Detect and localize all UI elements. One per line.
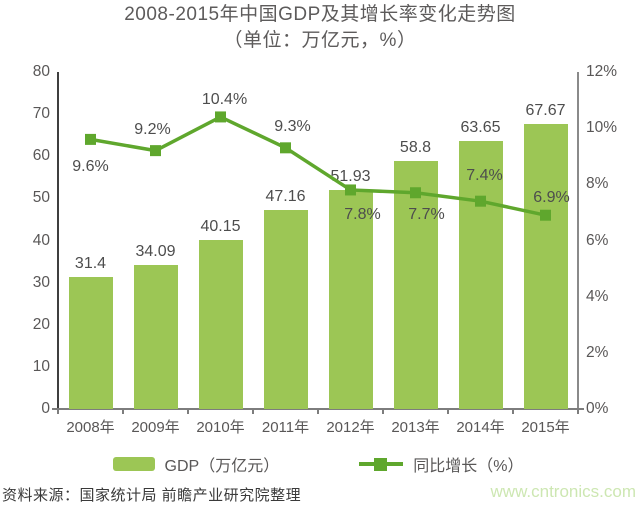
x-axis-tick-label: 2010年 xyxy=(196,419,245,436)
growth-marker-icon xyxy=(85,133,96,145)
right-axis-tick-label: 4% xyxy=(586,287,609,305)
left-axis-tick-label: 0 xyxy=(41,400,50,417)
growth-value-label: 9.3% xyxy=(274,117,311,135)
right-axis-tick-label: 2% xyxy=(586,343,609,361)
gdp-bar xyxy=(198,239,243,409)
gdp-bar xyxy=(133,265,178,409)
x-axis-tick-mark xyxy=(57,408,59,414)
x-axis-tick-mark xyxy=(382,408,384,414)
gdp-bar xyxy=(263,210,308,409)
source-note: 资料来源：国家统计局 前瞻产业研究院整理 xyxy=(2,487,302,504)
growth-value-label: 6.9% xyxy=(533,189,570,207)
left-axis-tick-label: 50 xyxy=(32,189,50,207)
left-axis-tick-label: 70 xyxy=(32,105,50,123)
right-axis-tick-label: 6% xyxy=(586,231,609,249)
left-axis-tick-label: 10 xyxy=(32,357,50,375)
gdp-value-label: 58.8 xyxy=(399,139,432,157)
x-axis-tick-label: 2013年 xyxy=(391,419,440,436)
x-axis-tick-mark xyxy=(512,408,514,414)
left-axis-tick-label: 30 xyxy=(32,273,50,291)
x-axis-tick-mark xyxy=(577,408,579,414)
gdp-value-label: 47.16 xyxy=(265,188,306,206)
growth-value-label: 7.7% xyxy=(408,205,445,223)
growth-value-label: 7.8% xyxy=(344,205,381,223)
gdp-value-label: 31.4 xyxy=(74,254,107,272)
left-axis-tick-label: 20 xyxy=(32,315,50,333)
gdp-bar xyxy=(393,161,438,409)
x-axis-tick-mark xyxy=(317,408,319,414)
growth-value-label: 10.4% xyxy=(201,90,248,108)
right-axis-tick-label: 12% xyxy=(586,63,618,80)
gdp-value-label: 51.93 xyxy=(330,168,371,186)
watermark-text: www.cntronics.com xyxy=(490,482,636,501)
right-axis-line xyxy=(577,72,579,409)
gdp-value-label: 40.15 xyxy=(200,217,241,235)
x-axis-tick-label: 2008年 xyxy=(66,419,115,436)
gdp-bar-swatch-icon xyxy=(112,457,155,471)
gdp-bar xyxy=(68,276,113,409)
growth-legend-label: 同比增长（%） xyxy=(413,458,524,475)
x-axis-tick-mark xyxy=(187,408,189,414)
growth-value-label: 9.2% xyxy=(134,120,171,138)
growth-value-label: 7.4% xyxy=(466,167,503,185)
right-axis-tick-label: 10% xyxy=(586,119,618,137)
left-axis-line xyxy=(57,72,59,409)
x-axis-tick-mark xyxy=(447,408,449,414)
chart-title: 2008-2015年中国GDP及其增长率变化走势图 xyxy=(124,4,516,25)
left-axis-tick-label: 40 xyxy=(32,231,50,249)
right-axis-tick-label: 8% xyxy=(586,175,609,193)
gdp-bar xyxy=(328,190,373,409)
x-axis-tick-label: 2009年 xyxy=(131,419,180,436)
x-axis-tick-label: 2014年 xyxy=(456,419,505,436)
x-axis-tick-mark xyxy=(252,408,254,414)
growth-value-label: 9.6% xyxy=(72,158,109,176)
gdp-legend-label: GDP（万亿元） xyxy=(164,458,280,475)
legend-item-gdp: GDP（万亿元） xyxy=(112,452,280,476)
chart-subtitle: （单位：万亿元，%） xyxy=(223,30,417,51)
gdp-value-label: 34.09 xyxy=(135,243,176,261)
growth-marker-icon xyxy=(215,111,226,123)
x-axis-tick-label: 2012年 xyxy=(326,419,375,436)
x-axis-tick-label: 2015年 xyxy=(521,419,570,436)
legend: GDP（万亿元） 同比增长（%） xyxy=(58,452,578,476)
legend-item-growth: 同比增长（%） xyxy=(359,452,523,476)
growth-marker-icon xyxy=(150,145,161,157)
right-axis-tick-label: 0% xyxy=(586,400,609,417)
left-axis-tick-label: 60 xyxy=(32,147,50,165)
left-axis-tick-label: 80 xyxy=(32,63,50,80)
x-axis-tick-label: 2011年 xyxy=(261,419,310,436)
growth-marker-icon xyxy=(280,142,291,154)
gdp-bar xyxy=(523,123,568,409)
gdp-value-label: 67.67 xyxy=(525,101,566,119)
growth-line-swatch-icon xyxy=(359,457,404,471)
gdp-value-label: 63.65 xyxy=(460,118,501,136)
x-axis-tick-mark xyxy=(122,408,124,414)
